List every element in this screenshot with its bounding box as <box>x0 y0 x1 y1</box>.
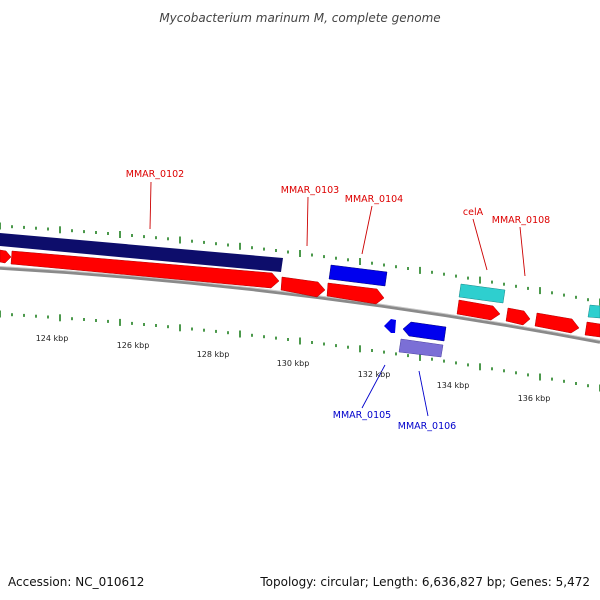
forward-cds-arrow <box>280 276 326 298</box>
scale-labels: 124 kbp 126 kbp 128 kbp 130 kbp 132 kbp … <box>36 334 551 403</box>
scale-label: 126 kbp <box>117 341 150 350</box>
leader-line <box>519 226 526 277</box>
reverse-cds-bar <box>328 264 388 287</box>
label-leaders <box>149 181 526 417</box>
scale-label: 134 kbp <box>437 381 470 390</box>
lower-tick-track <box>0 310 600 392</box>
accession-text: Accession: NC_010612 <box>8 575 145 589</box>
leader-line <box>361 205 373 255</box>
gene-label-cela: celA <box>463 207 484 218</box>
forward-cds-arrow <box>326 282 385 305</box>
genome-summary-text: Topology: circular; Length: 6,636,827 bp… <box>260 575 590 589</box>
map-title: Mycobacterium marinum M, complete genome <box>159 11 440 25</box>
forward-cds-arrow <box>505 307 531 326</box>
reverse-cds-arrow <box>384 319 396 333</box>
scale-label: 132 kbp <box>358 370 391 379</box>
rna-gene-bar <box>587 304 600 319</box>
leader-line <box>149 181 152 230</box>
gene-labels: MMAR_0102 MMAR_0103 MMAR_0104 celA MMAR_… <box>126 169 550 432</box>
forward-cds-arrow <box>10 250 280 289</box>
gene-label-mmar-0103: MMAR_0103 <box>281 185 339 196</box>
gene-label-mmar-0104: MMAR_0104 <box>345 194 403 205</box>
leader-line <box>306 196 309 247</box>
gene-label-mmar-0105: MMAR_0105 <box>333 410 391 421</box>
rna-gene-bar <box>458 283 506 304</box>
upper-tick-track <box>0 222 600 306</box>
scale-label: 130 kbp <box>277 359 310 368</box>
gene-label-mmar-0108: MMAR_0108 <box>492 215 550 226</box>
scale-label: 136 kbp <box>518 394 551 403</box>
pale-reverse-bar <box>398 338 444 358</box>
leader-line <box>472 218 488 271</box>
forward-cds-track <box>0 249 600 338</box>
genome-backbone <box>0 266 600 344</box>
leader-line <box>418 370 429 417</box>
reverse-cds-arrow <box>402 321 447 342</box>
scale-label: 124 kbp <box>36 334 69 343</box>
genome-backbone-highlight <box>0 266 600 341</box>
forward-cds-arrow <box>584 321 600 338</box>
leader-line <box>361 364 386 409</box>
forward-cds-arrow <box>534 312 580 334</box>
forward-cds-arrow <box>0 249 12 264</box>
long-feature-bar <box>0 233 283 272</box>
forward-cds-arrow <box>456 299 501 321</box>
scale-label: 128 kbp <box>197 350 230 359</box>
gene-label-mmar-0106: MMAR_0106 <box>398 421 456 432</box>
gene-label-mmar-0102: MMAR_0102 <box>126 169 184 180</box>
